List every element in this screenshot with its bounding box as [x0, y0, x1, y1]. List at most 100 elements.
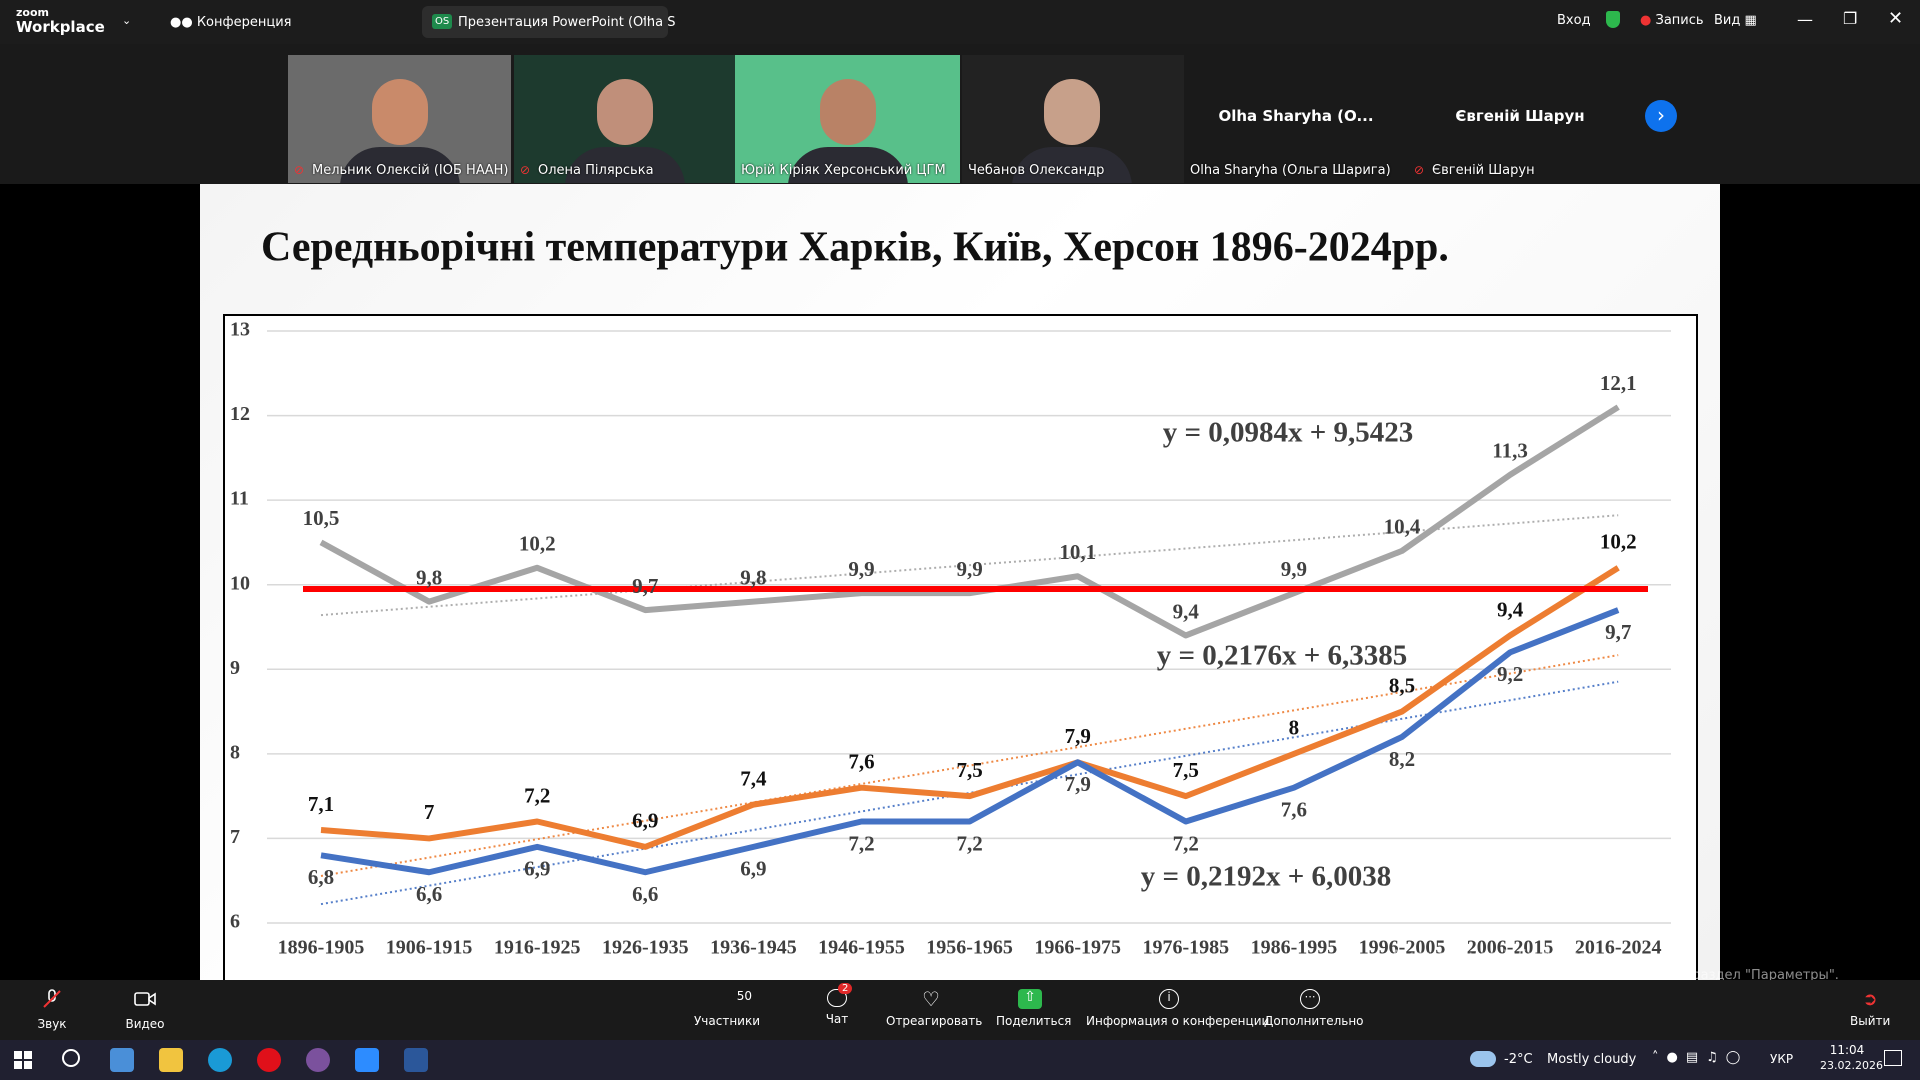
taskbar-app[interactable]	[208, 1048, 232, 1072]
meeting-toolbar: Звук Видео 50 Участники 2 Чат ♡ Отреагирова…	[0, 980, 1920, 1040]
minimize[interactable]: —	[1797, 10, 1813, 29]
mic-off-icon	[43, 989, 61, 1008]
language[interactable]: УКР	[1770, 1052, 1794, 1066]
trend-line	[320, 654, 1619, 877]
trend-equation: y = 0,2192x + 6,0038	[1141, 861, 1392, 893]
muted-icon: ⊘	[1414, 163, 1425, 177]
tray-icons[interactable]: ˄●▤♫◯	[1652, 1050, 1749, 1065]
start-button[interactable]	[14, 1051, 32, 1069]
next-page[interactable]: ›	[1645, 100, 1677, 132]
taskbar-app[interactable]	[355, 1048, 379, 1072]
data-label: 8	[1289, 716, 1300, 740]
data-label: 9,4	[1173, 599, 1200, 623]
share-button[interactable]: ⇧ Поделиться	[996, 980, 1071, 1040]
taskbar-app[interactable]	[306, 1048, 330, 1072]
person-head	[371, 79, 428, 145]
data-label: 7,9	[1065, 724, 1091, 748]
data-label: 6,8	[308, 865, 334, 889]
notifications[interactable]	[1884, 1050, 1902, 1066]
data-label: 6,9	[524, 857, 550, 881]
info-icon: i	[1159, 989, 1179, 1009]
tab-icon: OS	[432, 14, 453, 29]
y-tick-label: 11	[230, 488, 249, 510]
info-button[interactable]: i Информация о конференции	[1086, 980, 1270, 1040]
data-label: 6,6	[632, 882, 658, 906]
data-label: 7,2	[848, 831, 874, 855]
camera-icon	[134, 992, 156, 1006]
data-label: 7,9	[1065, 772, 1091, 796]
x-tick-label: 1936-1945	[710, 937, 797, 959]
data-label: 9,9	[848, 557, 874, 581]
chart-title: Середньорічні температури Харків, Київ, …	[261, 225, 1449, 271]
chat-button[interactable]: 2 Чат	[820, 980, 854, 1040]
taskbar: -2°C Mostly cloudy ˄●▤♫◯ УКР 11:04 23.02.…	[0, 1040, 1920, 1080]
tab-menu[interactable]: ⋯	[642, 12, 655, 27]
taskbar-app[interactable]	[159, 1048, 183, 1072]
leave-label: Выйти	[1850, 1014, 1891, 1028]
audio-button[interactable]: Звук	[30, 980, 74, 1040]
data-label: 6,9	[740, 857, 766, 881]
x-tick-label: 1966-1975	[1034, 937, 1121, 959]
plot-frame	[223, 314, 1698, 980]
react-label: Отреагировать	[886, 1014, 983, 1028]
data-label: 9,9	[1281, 557, 1307, 581]
watermark-text: Чтобы активировать Windows, перейдите в …	[1390, 968, 1839, 983]
weather-icon	[1470, 1051, 1496, 1067]
person-head	[596, 79, 653, 145]
tab-presentation[interactable]: OS Презентация PowerPoint (Olha S ⋯	[422, 6, 675, 38]
series-line	[320, 565, 1620, 850]
chart: Середньорічні температури Харків, Київ, …	[223, 225, 1698, 980]
video-feed	[1012, 55, 1132, 183]
search-button[interactable]	[62, 1049, 80, 1067]
react-button[interactable]: ♡ Отреагировать	[886, 980, 983, 1040]
taskbar-app[interactable]	[257, 1048, 281, 1072]
participant-display-name: Євгеній Шарун	[1455, 107, 1585, 125]
clock[interactable]: 11:04 23.02.2026	[1820, 1043, 1883, 1072]
participant-name: Юрій Кіріяк Херсонський ЦГМ	[741, 163, 946, 178]
close[interactable]: ✕	[1888, 8, 1904, 29]
data-label: 7,2	[524, 783, 550, 807]
leave-button[interactable]: ➲ Выйти	[1850, 980, 1890, 1040]
data-label: 6,9	[632, 809, 658, 833]
tab-label: Презентация PowerPoint (Olha S	[458, 15, 676, 30]
date: 23.02.2026	[1820, 1059, 1883, 1072]
data-label: 12,1	[1600, 371, 1637, 395]
y-tick-label: 12	[230, 403, 250, 425]
info-label: Информация о конференции	[1086, 1014, 1270, 1028]
chat-icon: 2	[827, 983, 853, 1007]
x-tick-label: 1896-1905	[278, 937, 365, 959]
data-label: 11,3	[1492, 439, 1528, 463]
y-tick-label: 9	[230, 657, 240, 679]
temperature: -2°C	[1504, 1052, 1533, 1067]
data-label: 7,2	[956, 831, 982, 855]
data-label: 7,6	[848, 749, 874, 773]
more-icon: ⋯	[1300, 989, 1320, 1009]
logo-bottom: Workplace	[16, 18, 105, 36]
taskbar-app[interactable]	[110, 1048, 134, 1072]
data-label: 7,2	[1173, 831, 1199, 855]
taskbar-app[interactable]	[404, 1048, 428, 1072]
participant-strip: › ⊘ Мельник Олексій (ІОБ НААН) ⊘ Олена Піля…	[0, 44, 1920, 184]
more-label: Дополнительно	[1264, 1014, 1364, 1028]
maximize[interactable]: ❐	[1843, 9, 1858, 28]
dropdown[interactable]: ⌄	[122, 14, 132, 27]
participant-name: Олена Пілярська	[538, 163, 654, 178]
audio-label: Звук	[37, 1017, 67, 1031]
video-feed	[514, 55, 735, 183]
participants-button[interactable]: 50 Участники	[690, 980, 764, 1040]
participant-tile: Євгеній Шарун ⊘ Євгеній Шарун	[1408, 55, 1632, 183]
data-label: 7,6	[1281, 797, 1307, 821]
video-feed	[735, 55, 960, 183]
record[interactable]: ● Запись	[1640, 13, 1704, 28]
video-label: Видео	[125, 1017, 165, 1031]
tab-conference[interactable]: ●● Конференция	[170, 15, 292, 30]
chat-badge: 2	[838, 983, 853, 994]
more-button[interactable]: ⋯ Дополнительно	[1264, 980, 1364, 1040]
participant-tile: ⊘ Олена Пілярська	[514, 55, 735, 183]
signin[interactable]: Вход	[1557, 13, 1591, 28]
video-button[interactable]: Видео	[120, 980, 170, 1040]
person-head	[1044, 79, 1100, 145]
view[interactable]: Вид ▦	[1714, 13, 1757, 28]
trend-equation: y = 0,0984x + 9,5423	[1163, 417, 1414, 449]
